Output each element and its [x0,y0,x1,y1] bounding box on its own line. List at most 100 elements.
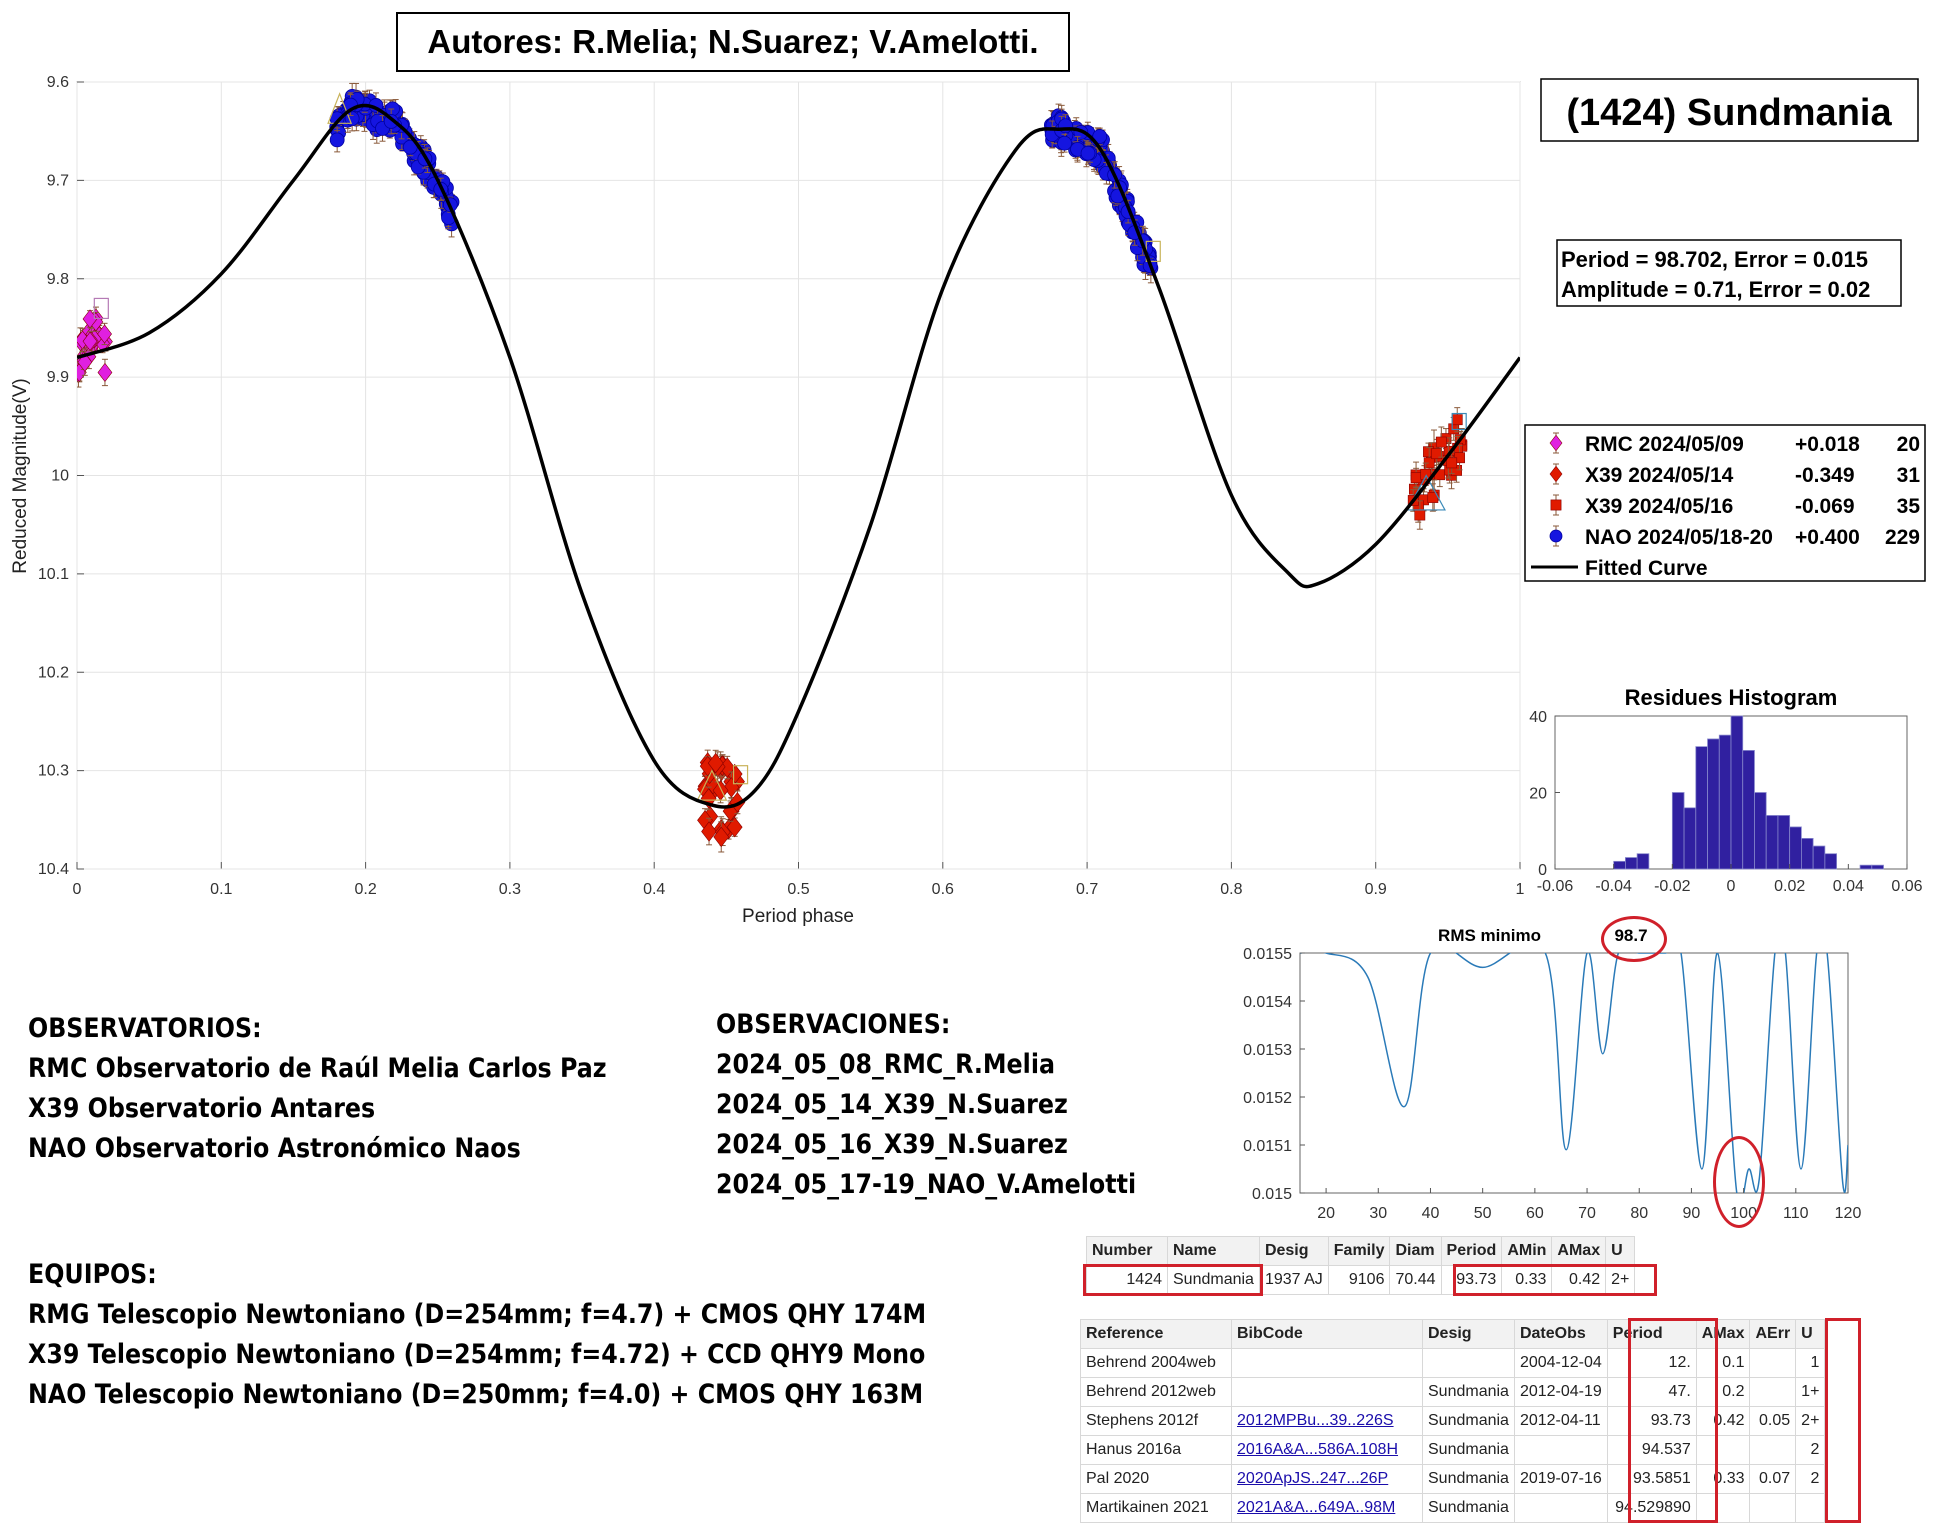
x-tick-label: 0.1 [210,881,232,898]
table-row: 1424 Sundmania 1937 AJ 9106 70.44 93.73 … [1086,1265,1636,1295]
table-cell: 0.05 [1749,1406,1797,1436]
y-tick-label: 9.8 [47,271,69,288]
nao-point [1057,135,1072,151]
observacion-line: 2024_05_16_X39_N.Suarez [716,1129,1068,1160]
column-header: Desig [1258,1236,1329,1266]
table-cell: Hanus 2016a [1080,1435,1232,1465]
bibcode-link[interactable]: 2020ApJS..247...26P [1231,1464,1423,1494]
table-cell: 0.07 [1749,1464,1797,1494]
observatorios-heading: OBSERVATORIOS: [28,1013,262,1044]
rms-plot-area [1299,952,1849,1194]
x39-0516-point [1414,509,1426,521]
y-axis-label: Reduced Magnitude(V) [10,378,31,573]
x-tick-label: 0.7 [1076,881,1098,898]
table-cell: 12. [1606,1348,1697,1378]
histogram-bar [1625,857,1638,870]
table-cell: 0.42 [1695,1406,1751,1436]
table-cell: 2019-07-16 [1513,1464,1608,1494]
column-header: Name [1167,1236,1260,1266]
x39-0516-point [1451,414,1463,426]
y-tick-label: 10.3 [38,763,69,780]
bibcode-link[interactable]: 2016A&A...586A.108H [1231,1435,1423,1465]
rms-x-tick: 80 [1630,1205,1648,1222]
table-cell: 93.5851 [1606,1464,1697,1494]
equipo-line: X39 Telescopio Newtoniano (D=254mm; f=4.… [28,1339,926,1370]
histogram-x-tick: 0.04 [1833,878,1864,895]
legend: RMC 2024/05/09 +0.018 20 X39 2024/05/14 -0.3… [1524,424,1926,582]
table-cell: 0.33 [1695,1464,1751,1494]
histogram-x-tick: -0.02 [1654,878,1691,895]
amplitude-text: Amplitude = 0.71, Error = 0.02 [1561,277,1870,302]
equipo-line: NAO Telescopio Newtoniano (D=250mm; f=4.… [28,1379,924,1410]
rms-y-tick: 0.015 [1252,1186,1292,1203]
bibcode-link[interactable] [1231,1377,1423,1407]
nao-point [1080,145,1096,161]
column-header: Period [1606,1319,1697,1349]
table-cell: Martikainen 2021 [1080,1493,1232,1523]
rms-y-tick: 0.0151 [1243,1138,1292,1155]
rms-minimum-highlight [1713,1136,1765,1228]
histogram-x-tick: 0.02 [1774,878,1805,895]
table-row: Martikainen 2021 2021A&A...649A..98M Sun… [1080,1493,1826,1523]
name-highlight [1083,1264,1263,1296]
rms-y-tick: 0.0152 [1243,1090,1292,1107]
legend-offset: -0.349 [1795,464,1855,487]
table-row: Behrend 2012web Sundmania 2012-04-19 47.… [1080,1377,1826,1407]
y-tick-label: 10 [51,468,69,485]
x39-0514-point [701,821,717,842]
bibcode-link[interactable]: 2021A&A...649A..98M [1231,1493,1423,1523]
reference-triangle [327,92,353,124]
x39-0516-point [1420,468,1432,480]
fitted-curve [77,103,1520,809]
table-cell [1749,1348,1797,1378]
x-tick-label: 1 [1516,881,1525,898]
rms-value-highlight [1601,916,1667,962]
bibcode-link[interactable]: 2012MPBu...39..226S [1231,1406,1423,1436]
histogram-bar [1859,864,1873,870]
rms-y-tick: 0.0155 [1243,946,1292,963]
rms-title: RMS minimo [1438,926,1541,945]
reference-square [1451,412,1467,431]
table-cell: 70.44 [1389,1265,1442,1295]
histogram-bar [1636,853,1650,870]
histogram-bars [1613,715,1884,870]
table-cell: 2 [1795,1435,1826,1465]
histogram-y-tick: 0 [1538,862,1547,879]
nao-point [329,132,345,148]
table-cell: Sundmania [1422,1464,1515,1494]
histogram-bar [1742,750,1755,870]
table-cell: 1+ [1795,1377,1826,1407]
table-cell: 1937 AJ [1258,1265,1329,1295]
rms-x-tick: 30 [1369,1205,1387,1222]
reference-triangle [696,769,728,801]
authors-title: Autores: R.Melia; N.Suarez; V.Amelotti. [427,23,1038,60]
lcdb-summary-table: Number Name Desig Family Diam Period AMi… [1086,1236,1636,1295]
y-tick-label: 10.4 [38,861,69,878]
legend-marker [1549,529,1563,543]
observaciones-heading: OBSERVACIONES: [716,1009,951,1040]
x39-0516-point [1410,472,1422,484]
rms-x-tick: 70 [1578,1205,1596,1222]
table-cell: Pal 2020 [1080,1464,1232,1494]
reference-square [93,297,109,320]
rms-x-tick: 20 [1317,1205,1335,1222]
table-cell [1749,1493,1797,1523]
table-cell [1695,1493,1751,1523]
x-tick-labels: 0 0.1 0.2 0.3 0.4 0.5 0.6 0.7 0.8 0.9 1 [73,881,1525,898]
histogram-bar [1871,864,1884,870]
legend-offset: -0.069 [1795,495,1855,518]
observacion-line: 2024_05_17-19_NAO_V.Amelotti [716,1169,1137,1200]
y-tick-label: 9.7 [47,172,69,189]
bibcode-link[interactable] [1231,1348,1423,1378]
x-axis-label: Period phase [742,906,854,927]
legend-offset: +0.018 [1795,433,1860,456]
u-column-highlight [1825,1318,1861,1523]
histogram-bar [1613,860,1626,870]
observaciones-block: OBSERVACIONES: 2024_05_08_RMC_R.Melia 20… [716,1005,1136,1205]
table-cell: Stephens 2012f [1080,1406,1232,1436]
legend-marker [1549,465,1563,483]
histogram-bar [1789,826,1802,870]
histogram-bar [1754,792,1767,870]
object-name-box [1540,78,1919,142]
